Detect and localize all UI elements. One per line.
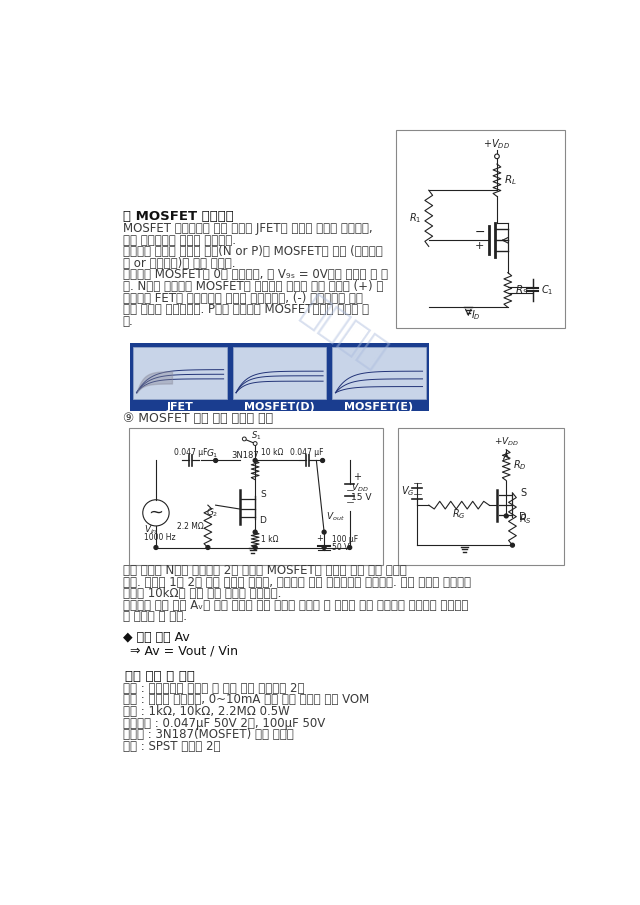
Text: $R_S$: $R_S$ [515,283,529,297]
Text: 50 V: 50 V [332,543,349,552]
Circle shape [321,459,324,462]
Text: 디플리션 MOSFET은 0의 바이어스, 즉 V₉ₛ = 0V에서 동작할 수 있: 디플리션 MOSFET은 0의 바이어스, 즉 V₉ₛ = 0V에서 동작할 수… [123,269,388,281]
Text: $V_G$: $V_G$ [401,484,415,498]
Text: ⓖ MOSFET 바이어스: ⓖ MOSFET 바이어스 [123,210,234,223]
Circle shape [214,459,218,462]
Text: −: − [475,226,485,239]
Text: $R_1$: $R_1$ [410,212,422,225]
Text: 왼쪽 회로는 N음널 디플리선 2중 게이트 MOSFET을 사용한 공통 소스 증폭기: 왼쪽 회로는 N음널 디플리선 2중 게이트 MOSFET을 사용한 공통 소스… [123,564,406,577]
Text: 기타 : SPST 스위치 2개: 기타 : SPST 스위치 2개 [123,739,220,753]
Bar [129,428,383,566]
Text: 요구되는 구성은 칄널의 종류(N or P)와 MOSFET의 형식 (인헬스먼: 요구되는 구성은 칄널의 종류(N or P)와 MOSFET의 형식 (인헬스… [123,245,382,258]
Text: +$V_{DD}$: +$V_{DD}$ [483,138,511,151]
Text: $V_{out}$: $V_{out}$ [326,510,344,523]
Text: 커패시터 : 0.047μF 50V 2개, 100μF 50V: 커패시터 : 0.047μF 50V 2개, 100μF 50V [123,717,325,729]
Text: 10 kΩ: 10 kΩ [261,447,284,456]
Text: $R_G$: $R_G$ [452,508,466,521]
Text: 트 or 디플리션)에 따라 다르다.: 트 or 디플리션)에 따라 다르다. [123,257,235,270]
Circle shape [511,543,515,548]
Text: $S_1$: $S_1$ [252,430,262,443]
Text: 리션 모드로 동작시키다. P음널 디플리선 MOSFET에서는 반대가 된: 리션 모드로 동작시키다. P음널 디플리선 MOSFET에서는 반대가 된 [123,303,369,316]
Text: ◆ 전압 이득 Av: ◆ 전압 이득 Av [123,631,189,644]
Circle shape [348,546,351,549]
Text: 1 kΩ: 1 kΩ [261,535,279,544]
Text: $R_L$: $R_L$ [504,174,516,187]
Text: 장비 : 디지털 멀티미터, 0~10mA 직류 밀리 전류계 또는 VOM: 장비 : 디지털 멀티미터, 0~10mA 직류 밀리 전류계 또는 VOM [123,693,369,707]
Bar [396,130,565,328]
Circle shape [154,546,158,549]
Text: $V_{in}$: $V_{in}$ [143,523,157,536]
Text: $G_1$: $G_1$ [206,447,219,460]
Text: +$V_{DD}$: +$V_{DD}$ [493,436,519,448]
Text: $V_{DD}$: $V_{DD}$ [351,482,369,494]
Text: ~: ~ [148,504,163,522]
Text: 다.: 다. [123,315,133,328]
Text: D: D [259,516,266,525]
Text: 자기 바이어스의 방식과 유사하다.: 자기 바이어스의 방식과 유사하다. [123,233,236,247]
Circle shape [504,514,508,518]
Circle shape [253,530,257,534]
Text: MOSFET(D): MOSFET(D) [244,402,315,412]
Text: 100 µF: 100 µF [332,535,358,544]
Text: $R_S$: $R_S$ [520,512,532,526]
Circle shape [253,546,257,549]
Text: ⑨ MOSFET 소스 공통 증폭기 회로: ⑨ MOSFET 소스 공통 증폭기 회로 [123,413,273,425]
Circle shape [322,530,326,534]
Circle shape [322,546,326,549]
Text: 접속된 10kΩ의 부하 저항 양단에 나타난다.: 접속된 10kΩ의 부하 저항 양단에 나타난다. [123,587,281,600]
Bar [332,347,426,399]
Circle shape [253,442,257,445]
Text: 전원 : 독립적으로 가변할 수 있는 직류 정전압원 2대: 전원 : 독립적으로 가변할 수 있는 직류 정전압원 2대 [123,681,304,695]
Bar [233,347,326,399]
Bar [397,428,564,566]
Text: +: + [316,534,323,543]
Text: +: + [476,242,484,252]
Text: 다. N음널 디플리션 MOSFET의 게이트에 공급된 교류 신호는 (+) 반: 다. N음널 디플리션 MOSFET의 게이트에 공급된 교류 신호는 (+) … [123,280,383,293]
Circle shape [206,546,210,549]
Text: S: S [520,488,526,498]
Text: $R_D$: $R_D$ [513,458,527,472]
Text: MOSFET(E): MOSFET(E) [344,402,413,412]
Text: 저항 : 1kΩ, 10kΩ, 2.2MΩ 0.5W: 저항 : 1kΩ, 10kΩ, 2.2MΩ 0.5W [123,705,289,718]
Circle shape [495,154,499,158]
Circle shape [253,459,257,462]
Text: JFET: JFET [166,402,193,412]
Text: ⇒ Av = Vout / Vin: ⇒ Av = Vout / Vin [131,644,238,657]
Text: 0.047 µF: 0.047 µF [174,448,207,457]
Text: D: D [520,512,527,522]
Text: 반도제 : 3N187(MOSFET) 또는 대체품: 반도제 : 3N187(MOSFET) 또는 대체품 [123,729,293,741]
Text: 이다. 게이트 1과 2는 입력 신호를 받으며, 증폭기는 자기 바이어스로 동작한다. 출력 신호는 드레인에: 이다. 게이트 1과 2는 입력 신호를 받으며, 증폭기는 자기 바이어스로 … [123,576,470,588]
Bar [134,347,227,399]
Text: 3N187: 3N187 [231,451,259,460]
Text: 2.2 MΩ: 2.2 MΩ [177,522,204,531]
Text: $C_1$: $C_1$ [541,283,554,297]
Bar [131,344,429,411]
Circle shape [243,437,246,441]
Text: 15 V: 15 V [351,493,372,502]
Text: 주기에서 FET를 인헬스먼트 모드로 동작시키고, (-) 반주기에서 디플: 주기에서 FET를 인헬스먼트 모드로 동작시키고, (-) 반주기에서 디플 [123,291,362,304]
Text: MOSFET 바이어스의 회로 접속은 JFET을 이용한 분압기 바이어스,: MOSFET 바이어스의 회로 접속은 JFET을 이용한 분압기 바이어스, [123,223,372,235]
Text: 로 결정할 수 있다.: 로 결정할 수 있다. [123,610,187,624]
Text: S: S [260,490,266,499]
Text: 미리보기: 미리보기 [294,290,393,375]
Text: $I_D$: $I_D$ [472,308,481,322]
Text: +: + [353,472,361,482]
Text: 0.047 µF: 0.047 µF [291,448,324,457]
Text: 실험 부품 및 장비: 실험 부품 및 장비 [125,670,195,682]
Text: $G_2$: $G_2$ [206,507,219,519]
Circle shape [143,500,169,526]
Text: 1000 Hz: 1000 Hz [143,533,175,542]
Text: 증폭기의 전압 이득 Aᵥ는 입력 신호와 출력 신호를 측정한 후 아래의 식에 측정값을 대입하면 실험적으: 증폭기의 전압 이득 Aᵥ는 입력 신호와 출력 신호를 측정한 후 아래의 식… [123,599,468,612]
